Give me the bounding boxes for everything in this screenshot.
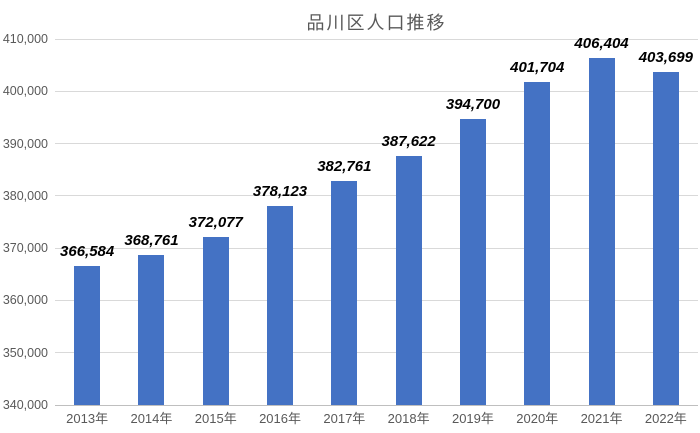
- data-label: 366,584: [60, 243, 115, 260]
- chart-title: 品川区人口推移: [306, 13, 447, 33]
- y-tick-label: 390,000: [2, 136, 48, 151]
- data-label: 401,704: [510, 59, 565, 77]
- gridline: [55, 299, 698, 301]
- gridline: [55, 195, 698, 197]
- data-label: 382,761: [317, 158, 372, 176]
- bar-2019年: [459, 118, 486, 405]
- data-label: 394,700: [445, 95, 501, 113]
- x-tick-label: 2019年: [451, 411, 494, 426]
- x-tick-label: 2017年: [323, 411, 366, 426]
- y-tick-label: 340,000: [2, 398, 48, 412]
- data-label: 406,404: [574, 34, 629, 52]
- x-tick-label: 2013年: [66, 411, 109, 426]
- bar-2022年: [652, 71, 679, 405]
- gridline: [55, 143, 698, 145]
- y-tick-label: 400,000: [2, 84, 48, 99]
- data-label: 403,699: [638, 48, 693, 66]
- bar-2020年: [524, 82, 551, 405]
- gridline: [55, 352, 698, 354]
- bar-2013年: [74, 266, 101, 405]
- y-tick-label: 380,000: [2, 188, 48, 203]
- y-tick-label: 350,000: [2, 345, 48, 360]
- data-label: 378,123: [252, 182, 308, 200]
- x-tick-label: 2014年: [130, 411, 173, 426]
- bar-2016年: [267, 205, 294, 405]
- x-tick-label: 2020年: [516, 411, 559, 426]
- x-tick-label: 2022年: [644, 411, 687, 426]
- y-tick-label: 370,000: [2, 241, 48, 256]
- gridline: [55, 38, 698, 40]
- y-tick-label: 360,000: [2, 293, 48, 308]
- y-tick-label: 410,000: [2, 32, 48, 46]
- data-label: 372,077: [188, 214, 243, 232]
- bar-2017年: [331, 181, 358, 405]
- x-tick-label: 2018年: [387, 411, 430, 426]
- bar-2015年: [202, 237, 229, 405]
- data-label: 387,622: [381, 133, 436, 150]
- bar-2014年: [138, 254, 165, 405]
- gridline: [55, 90, 698, 92]
- gridline: [55, 247, 698, 249]
- x-tick-label: 2016年: [259, 411, 301, 426]
- data-label: 368,761: [124, 231, 179, 249]
- bar-2018年: [395, 156, 422, 405]
- x-axis-line: [55, 404, 698, 406]
- x-tick-label: 2015年: [194, 411, 237, 426]
- bar-2021年: [588, 57, 615, 405]
- x-tick-label: 2021年: [580, 411, 623, 426]
